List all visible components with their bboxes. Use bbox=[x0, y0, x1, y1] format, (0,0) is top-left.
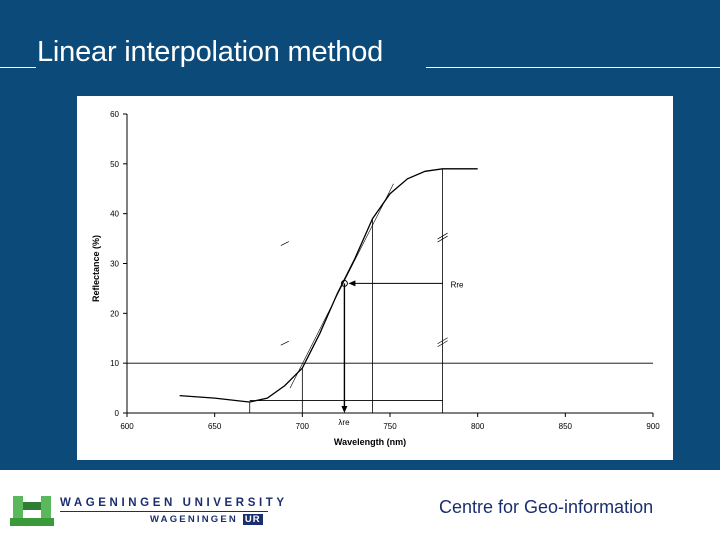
logo-university-text: WAGENINGEN UNIVERSITY bbox=[60, 497, 288, 509]
axis-break-mark bbox=[280, 241, 289, 246]
x-tick-label: 900 bbox=[646, 422, 660, 431]
x-tick-label: 750 bbox=[383, 422, 397, 431]
x-tick-label: 650 bbox=[208, 422, 222, 431]
x-tick-label: 600 bbox=[120, 422, 134, 431]
logo-ur-text: WAGENINGEN UR bbox=[150, 514, 263, 525]
logo-divider bbox=[60, 511, 268, 512]
lambda-label: λre bbox=[338, 418, 350, 427]
y-tick-label: 10 bbox=[110, 359, 119, 368]
footer bbox=[0, 470, 720, 540]
y-tick-label: 30 bbox=[110, 260, 119, 269]
axis-break-mark bbox=[437, 235, 448, 243]
title-rule-left bbox=[0, 67, 36, 68]
wur-logo-icon bbox=[10, 496, 54, 526]
axis-break-mark bbox=[437, 337, 448, 345]
axis-break-mark bbox=[437, 232, 448, 240]
slide-title: Linear interpolation method bbox=[37, 36, 384, 68]
logo-wageningen-text: WAGENINGEN bbox=[150, 514, 238, 525]
y-tick-label: 50 bbox=[110, 160, 119, 169]
axis-break-mark bbox=[437, 340, 448, 348]
y-axis-label: Reflectance (%) bbox=[91, 235, 101, 302]
reflectance-curve bbox=[179, 168, 478, 403]
rre-arrowhead bbox=[348, 280, 356, 287]
axis-break-mark bbox=[280, 340, 289, 346]
chart-panel: 600 650 700 750 800 850 900 0 10 20 30 40 50 60 Wavele… bbox=[77, 96, 673, 460]
rre-label: Rre bbox=[451, 280, 464, 289]
logo-ur-badge: UR bbox=[242, 514, 263, 525]
y-tick-label: 0 bbox=[115, 409, 120, 418]
lambda-arrowhead bbox=[341, 406, 348, 413]
x-tick-label: 800 bbox=[471, 422, 485, 431]
y-tick-label: 40 bbox=[110, 210, 119, 219]
x-tick-label: 700 bbox=[296, 422, 310, 431]
x-tick-label: 850 bbox=[559, 422, 573, 431]
x-axis-label: Wavelength (nm) bbox=[334, 437, 406, 447]
reflectance-chart: 600 650 700 750 800 850 900 0 10 20 30 40 50 60 Wavele… bbox=[91, 110, 660, 447]
title-rule-right bbox=[426, 67, 720, 68]
y-tick-label: 60 bbox=[110, 110, 119, 119]
centre-name: Centre for Geo-information bbox=[439, 497, 654, 517]
y-tick-label: 20 bbox=[110, 309, 119, 318]
